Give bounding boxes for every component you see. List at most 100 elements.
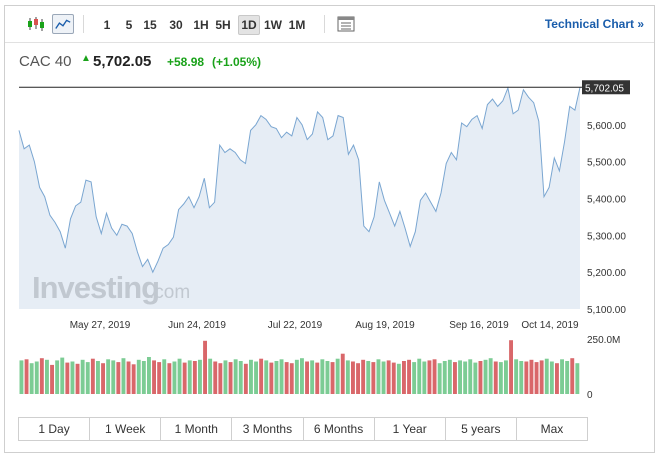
volume-bar [458, 360, 462, 394]
timeframe-15[interactable]: 15 [143, 18, 157, 32]
timeframe-5h[interactable]: 5H [215, 18, 231, 32]
volume-bar [504, 360, 508, 394]
last-price-tag [582, 80, 630, 95]
volume-bar [422, 361, 427, 394]
timeframe-1[interactable]: 1 [103, 18, 111, 32]
area-chart-icon[interactable] [52, 14, 74, 34]
volume-bar [498, 362, 503, 394]
volume-bar [111, 360, 116, 394]
volume-bar [560, 359, 564, 394]
timeframe-1d[interactable]: 1D [238, 15, 260, 35]
x-tick-label: Aug 19, 2019 [355, 320, 415, 331]
volume-bar [351, 361, 355, 394]
volume-bar [483, 359, 488, 394]
timeframe-1w[interactable]: 1W [264, 18, 282, 32]
range-max[interactable]: Max [540, 422, 564, 436]
y-tick-label: 5,300.00 [587, 231, 626, 242]
toolbar-divider [83, 15, 84, 33]
volume-bar [575, 363, 580, 394]
x-tick-label: May 27, 2019 [70, 320, 131, 331]
volume-tick-label: 0 [587, 390, 593, 401]
volume-bar [126, 361, 131, 394]
range-1-year[interactable]: 1 Year [375, 418, 446, 440]
volume-bar [519, 361, 524, 394]
volume-bar [187, 360, 192, 394]
volume-bar [371, 362, 376, 394]
volume-bar [203, 340, 207, 394]
volume-bar [80, 359, 85, 394]
price-change: +58.98 [167, 55, 205, 69]
candlestick-icon[interactable] [25, 14, 47, 34]
volume-bar [208, 358, 213, 394]
volume-bar [34, 361, 39, 394]
volume-bar [376, 359, 381, 394]
y-tick-label: 5,600.00 [587, 121, 626, 132]
volume-bar [192, 361, 197, 394]
last-price-tag-label: 5,702.05 [585, 83, 624, 94]
timeframe-5[interactable]: 5 [125, 18, 133, 32]
volume-bar [228, 362, 233, 394]
range-1-month[interactable]: 1 Month [161, 418, 233, 440]
volume-bar [325, 361, 330, 394]
volume-bar [453, 362, 457, 394]
volume-bar [555, 363, 559, 394]
volume-bar [101, 363, 105, 394]
volume-bar [442, 361, 447, 394]
volume-bar [39, 358, 44, 394]
volume-bar [514, 359, 519, 394]
volume-bar [412, 362, 417, 394]
timeframe-30[interactable]: 30 [169, 18, 183, 32]
volume-bar [463, 361, 468, 394]
volume-bar [274, 361, 279, 394]
volume-bar [432, 359, 437, 394]
volume-bar [529, 359, 534, 394]
volume-bar [254, 361, 258, 394]
last-price: 5,702.05 [93, 53, 152, 70]
x-tick-label: Oct 14, 2019 [521, 320, 579, 331]
volume-bar [524, 361, 529, 394]
range-1-day[interactable]: 1 Day [19, 418, 91, 440]
volume-bar [437, 363, 442, 394]
volume-bar [361, 359, 366, 394]
volume-bar [381, 361, 386, 394]
volume-bar [468, 359, 473, 394]
volume-bar [243, 363, 248, 394]
volume-bar [75, 363, 80, 394]
range-3-months[interactable]: 3 Months [232, 418, 304, 440]
x-tick-label: Jun 24, 2019 [168, 320, 226, 331]
volume-bar [264, 360, 269, 394]
volume-bar [269, 362, 274, 394]
volume-bar [141, 361, 146, 394]
table-icon[interactable] [335, 14, 357, 34]
volume-bar [136, 359, 141, 394]
volume-bar [106, 359, 111, 394]
timeframe-1m[interactable]: 1M [288, 18, 306, 32]
volume-bar [50, 364, 54, 394]
volume-bar [55, 360, 60, 394]
volume-bar [284, 362, 289, 394]
volume-bar [427, 360, 432, 394]
chart-widget: Technical Chart » 1 5 15 30 1H 5H 1D 1W 1M CAC 4… [4, 5, 655, 453]
volume-bar [320, 359, 325, 394]
price-chart[interactable]: Investing.com5,702.055,600.005,500.005,4… [5, 6, 656, 411]
volume-bar [407, 359, 411, 394]
volume-bar [493, 361, 498, 394]
volume-bar [330, 362, 335, 394]
volume-bar [417, 358, 422, 394]
timeframe-1h[interactable]: 1H [193, 18, 209, 32]
x-tick-label: Jul 22, 2019 [268, 320, 323, 331]
volume-bar [473, 362, 478, 394]
range-1-week[interactable]: 1 Week [90, 418, 162, 440]
range-6-months[interactable]: 6 Months [304, 418, 375, 440]
technical-chart-link[interactable]: Technical Chart » [544, 17, 644, 31]
volume-bar [60, 357, 65, 394]
volume-bar [310, 360, 315, 394]
volume-bar [570, 358, 575, 394]
volume-bar [65, 362, 70, 394]
range-5-years[interactable]: 5 years [446, 418, 517, 440]
volume-bar [335, 358, 340, 394]
x-tick-label: Sep 16, 2019 [449, 320, 509, 331]
volume-bar [85, 362, 90, 394]
volume-bar [289, 363, 294, 394]
volume-bar [24, 359, 29, 394]
